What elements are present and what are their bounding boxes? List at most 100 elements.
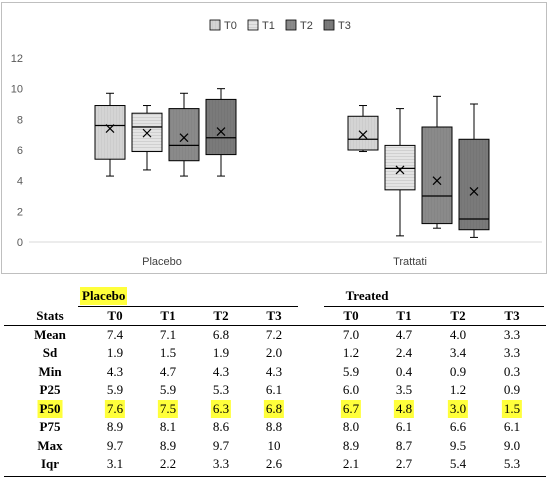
table-cell: 9.7 [106, 437, 124, 453]
table-cell: 8.1 [159, 419, 177, 434]
table-cell: 6.1 [503, 419, 521, 434]
table-cell: 4.3 [265, 363, 283, 379]
box [384, 144, 416, 191]
legend-swatch [285, 19, 297, 31]
table-cell: 3.3 [503, 345, 521, 360]
table-cell: 5.9 [159, 382, 177, 397]
mean-marker [179, 133, 189, 143]
column-header: T3 [504, 308, 520, 323]
row-label: P75 [39, 419, 61, 434]
table-cell: 3.3 [212, 456, 230, 471]
table-cell: 7.6 [104, 399, 126, 418]
table-cell: 1.5 [159, 345, 177, 360]
table-cell: 7.4 [106, 326, 124, 342]
y-tick-label: 10 [11, 84, 23, 96]
y-tick-label: 2 [17, 206, 23, 218]
row-label: P25 [39, 382, 61, 397]
group-header-treated: Treated [345, 288, 389, 303]
table-cell: 1.2 [342, 345, 360, 360]
y-tick-label: 0 [17, 237, 23, 249]
stats-table: Placebo Treated Stats T0 T1 T2 T3 T0 T1 T2 T3 Mean 7… [0, 285, 550, 477]
table-cell: 0.9 [449, 363, 467, 379]
table-cell: 6.1 [395, 419, 413, 434]
table-cell: 6.0 [342, 382, 360, 397]
category-label: Placebo [142, 256, 182, 268]
legend-label: T2 [300, 20, 313, 32]
box-plot-panel: 0 2 4 6 8 10 12 T0 T1 T2 T3 Placebo Trattati [1, 2, 547, 274]
box-plot: 0 2 4 6 8 10 12 T0 T1 T2 T3 Placebo Trattati [11, 19, 542, 268]
row-label: Mean [34, 326, 66, 342]
table-cell: 1.2 [449, 382, 467, 397]
column-header: T2 [213, 308, 229, 323]
row-label: Iqr [40, 456, 60, 471]
table-cell: 1.5 [501, 399, 523, 418]
table-cell: 4.3 [212, 363, 230, 379]
legend-swatch [209, 19, 221, 31]
row-label: Sd [42, 345, 58, 360]
table-cell: 5.3 [212, 382, 230, 397]
mean-marker [216, 127, 226, 137]
box [421, 126, 453, 225]
table-cell: 3.4 [449, 345, 467, 360]
table-cell: 1.9 [212, 345, 230, 360]
table-cell: 2.4 [395, 345, 413, 360]
table-cell: 2.1 [342, 456, 360, 471]
table-cell: 8.7 [395, 437, 413, 453]
legend-swatch [323, 19, 335, 31]
group-header-rule [324, 306, 544, 307]
mean-marker [142, 128, 152, 138]
table-cell: 5.4 [449, 456, 467, 471]
table-cell: 5.9 [106, 382, 124, 397]
table-cell: 6.6 [449, 419, 467, 434]
mean-marker [395, 165, 405, 175]
table-cell: 0.3 [503, 363, 521, 379]
table-cell: 8.9 [159, 437, 177, 453]
table-cell: 8.9 [106, 419, 124, 434]
table-cell: 8.8 [265, 419, 283, 434]
box [94, 105, 126, 160]
table-cell: 7.5 [157, 399, 179, 418]
box [458, 138, 490, 231]
mean-marker [469, 186, 479, 196]
legend-swatch [247, 19, 259, 31]
table-cell: 4.7 [159, 363, 177, 379]
box [205, 98, 237, 156]
table-cell: 0.4 [395, 363, 413, 379]
table-cell: 3.5 [395, 382, 413, 397]
box [347, 115, 379, 151]
table-cell: 6.3 [210, 399, 232, 418]
row-label: Min [38, 363, 62, 379]
table-cell: 8.9 [342, 437, 360, 453]
table-cell: 6.8 [263, 399, 285, 418]
column-header: T1 [160, 308, 176, 323]
table-cell: 8.0 [342, 419, 360, 434]
legend-label: T0 [224, 20, 237, 32]
table-cell: 2.7 [395, 456, 413, 471]
table-cell: 7.2 [265, 326, 283, 342]
y-tick-label: 6 [17, 145, 23, 157]
table-cell: 9.0 [503, 437, 521, 453]
column-header: T3 [266, 308, 282, 323]
column-header: T0 [107, 308, 123, 323]
table-cell: 4.3 [106, 363, 124, 379]
row-label: Max [37, 437, 63, 453]
bottom-rule [4, 475, 546, 477]
stats-header: Stats [36, 308, 64, 323]
table-cell: 0.9 [503, 382, 521, 397]
table-cell: 1.9 [106, 345, 124, 360]
column-header: T0 [343, 308, 359, 323]
mean-marker [358, 130, 368, 140]
table-cell: 5.3 [503, 456, 521, 471]
box [168, 108, 200, 162]
table-cell: 2.6 [265, 456, 283, 471]
group-header-placebo: Placebo [80, 287, 128, 305]
table-cell: 10 [267, 437, 281, 453]
y-tick-label: 12 [11, 53, 23, 65]
table-cell: 9.5 [449, 437, 467, 453]
header-rule [4, 325, 546, 326]
table-cell: 9.7 [212, 437, 230, 453]
mean-marker [432, 176, 442, 186]
table-cell: 3.3 [503, 326, 521, 342]
column-header: T1 [396, 308, 412, 323]
legend-label: T1 [262, 20, 275, 32]
